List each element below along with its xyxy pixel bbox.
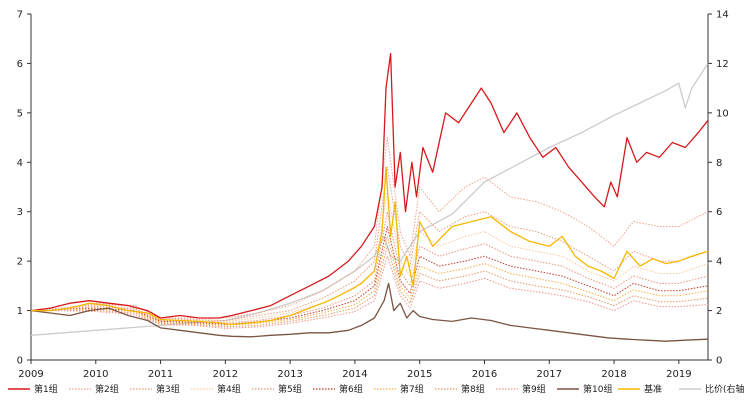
- series-line-1: [30, 52, 709, 319]
- series-line-7: [30, 235, 709, 326]
- y-left-tick-label: 4: [17, 158, 23, 169]
- legend-label: 第2组: [95, 383, 119, 395]
- y-right-tick-label: 10: [716, 108, 729, 119]
- legend-label: 第6组: [339, 383, 363, 395]
- y-left-tick-label: 3: [17, 207, 23, 218]
- series-line-4: [30, 191, 709, 322]
- x-tick-label: 2019: [666, 369, 691, 380]
- y-left-tick-label: 7: [17, 10, 23, 21]
- y-right-tick-label: 14: [716, 10, 729, 21]
- y-left-tick-label: 5: [17, 108, 23, 119]
- legend-label: 第3组: [156, 383, 180, 395]
- legend-label: 基准: [644, 383, 662, 395]
- series-line-3: [30, 166, 709, 321]
- legend-label: 第5组: [278, 383, 302, 395]
- x-tick-label: 2015: [407, 369, 432, 380]
- series-line-9: [31, 255, 709, 329]
- legend-label: 第10组: [583, 383, 612, 395]
- y-right-tick-label: 4: [716, 257, 722, 268]
- y-right-tick-label: 8: [716, 158, 722, 169]
- legend-label: 比价(右轴): [705, 383, 744, 395]
- legend-label: 第7组: [400, 383, 424, 395]
- y-right-tick-label: 2: [716, 306, 722, 317]
- legend: 第1组 第2组 第3组 第4组 第5组 第6组 第7组 第8组 第9组 第10组 基准 比价(右轴): [8, 383, 744, 395]
- legend-label: 第1组: [34, 383, 58, 395]
- legend-label: 第9组: [522, 383, 546, 395]
- series-line-11: [31, 166, 709, 326]
- legend-label: 第4组: [217, 383, 241, 395]
- x-tick-label: 2014: [342, 369, 367, 380]
- axes-frame: [30, 14, 709, 361]
- x-tick-label: 2012: [213, 369, 238, 380]
- x-tick-label: 2016: [472, 369, 497, 380]
- series-lines: [30, 52, 709, 342]
- series-line-8: [30, 245, 709, 328]
- x-tick-label: 2011: [148, 369, 173, 380]
- x-tick-label: 2018: [601, 369, 626, 380]
- series-line-2: [30, 137, 709, 319]
- y-left-tick-label: 6: [17, 59, 23, 70]
- x-tick-label: 2010: [83, 369, 108, 380]
- y-left-tick-label: 1: [17, 306, 23, 317]
- y-left-tick-label: 2: [17, 257, 23, 268]
- series-line-10: [30, 282, 709, 342]
- y-right-tick-label: 12: [716, 59, 729, 70]
- y-right-tick-label: 0: [716, 356, 722, 367]
- x-tick-label: 2013: [277, 369, 302, 380]
- y-right-tick-label: 6: [716, 207, 722, 218]
- y-left-tick-label: 0: [17, 356, 23, 367]
- series-line-6: [30, 226, 709, 325]
- legend-label: 第8组: [461, 383, 485, 395]
- x-tick-label: 2017: [537, 369, 562, 380]
- x-tick-label: 2009: [18, 369, 43, 380]
